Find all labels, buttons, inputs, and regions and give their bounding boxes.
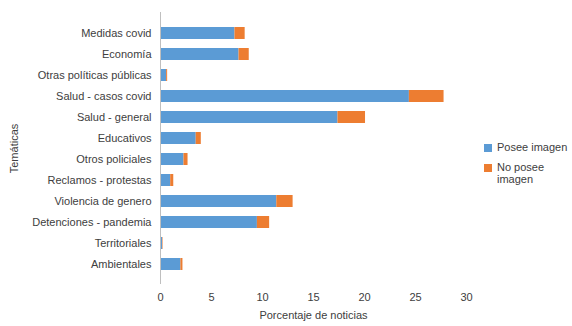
svg-text:Medidas covid: Medidas covid: [81, 27, 151, 39]
svg-text:Economía: Economía: [102, 48, 152, 60]
html-text:Posee imagen: Posee imagen: [497, 141, 568, 153]
svg-text:Reclamos - protestas: Reclamos - protestas: [48, 174, 152, 186]
svg-text:25: 25: [409, 291, 421, 303]
svg-text:Otros policiales: Otros policiales: [76, 153, 152, 165]
svg-text:30: 30: [460, 291, 472, 303]
svg-text:Detenciones - pandemia: Detenciones - pandemia: [32, 216, 152, 228]
svg-text:Violencia de genero: Violencia de genero: [54, 195, 151, 207]
svg-text:20: 20: [358, 291, 370, 303]
svg-text:Temáticas: Temáticas: [8, 123, 20, 173]
svg-text:Educativos: Educativos: [98, 132, 152, 144]
svg-text:Salud - casos covid: Salud - casos covid: [56, 90, 151, 102]
svg-text:Territoriales: Territoriales: [95, 237, 152, 249]
html-text:No posee imagen: No posee imagen: [497, 161, 545, 185]
svg-text:15: 15: [307, 291, 319, 303]
svg-text:Ambientales: Ambientales: [91, 258, 152, 270]
svg-text:0: 0: [157, 291, 163, 303]
svg-text:Salud - general: Salud - general: [77, 111, 152, 123]
svg-text:Porcentaje de noticias: Porcentaje de noticias: [259, 309, 368, 321]
svg-text:5: 5: [208, 291, 214, 303]
svg-text:10: 10: [256, 291, 268, 303]
svg-text:Otras políticas públicas: Otras políticas públicas: [38, 69, 152, 81]
